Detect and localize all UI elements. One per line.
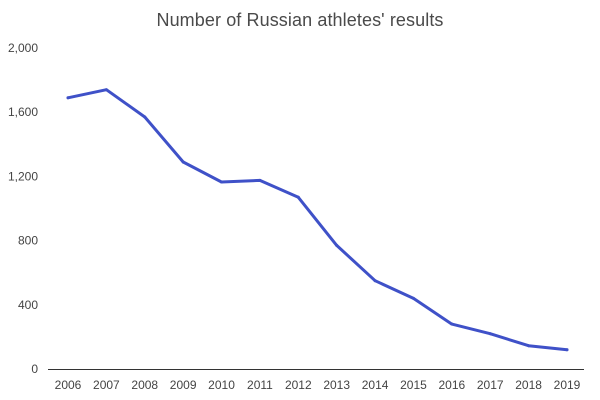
x-tick-label: 2014 [362, 378, 389, 392]
x-tick-label: 2015 [400, 378, 427, 392]
x-tick-label: 2007 [93, 378, 120, 392]
data-point [527, 344, 531, 348]
x-tick-label: 2019 [554, 378, 581, 392]
data-point [450, 322, 454, 326]
x-axis-ticks: 2006 2007 2008 2009 2010 2011 2012 2013 2014 2015… [55, 378, 581, 392]
y-tick-label: 800 [18, 234, 38, 248]
x-tick-label: 2008 [131, 378, 158, 392]
chart-title: Number of Russian athletes' results [156, 10, 444, 30]
data-point [66, 96, 70, 100]
x-tick-label: 2011 [247, 378, 273, 392]
data-point [565, 348, 569, 352]
y-tick-label: 400 [18, 298, 38, 312]
x-tick-label: 2010 [208, 378, 235, 392]
series-lines [66, 88, 569, 352]
x-tick-label: 2013 [323, 378, 350, 392]
series-line [66, 88, 569, 352]
x-tick-label: 2012 [285, 378, 312, 392]
y-tick-label: 1,600 [8, 105, 38, 119]
x-tick-label: 2009 [170, 378, 197, 392]
x-tick-label: 2018 [515, 378, 542, 392]
data-point [143, 115, 147, 119]
data-point [220, 180, 224, 184]
x-tick-label: 2016 [438, 378, 465, 392]
y-tick-label: 0 [31, 362, 38, 376]
x-tick-label: 2006 [55, 378, 82, 392]
y-tick-label: 2,000 [8, 41, 38, 55]
data-point [258, 178, 262, 182]
data-point [296, 195, 300, 199]
y-axis-ticks: 0 400 800 1,200 1,600 2,000 [8, 41, 38, 376]
data-point [411, 296, 415, 300]
data-point [373, 279, 377, 283]
y-tick-label: 1,200 [8, 169, 38, 183]
data-point [104, 88, 108, 92]
data-point [488, 332, 492, 336]
data-point [181, 160, 185, 164]
x-tick-label: 2017 [477, 378, 504, 392]
data-point [335, 243, 339, 247]
